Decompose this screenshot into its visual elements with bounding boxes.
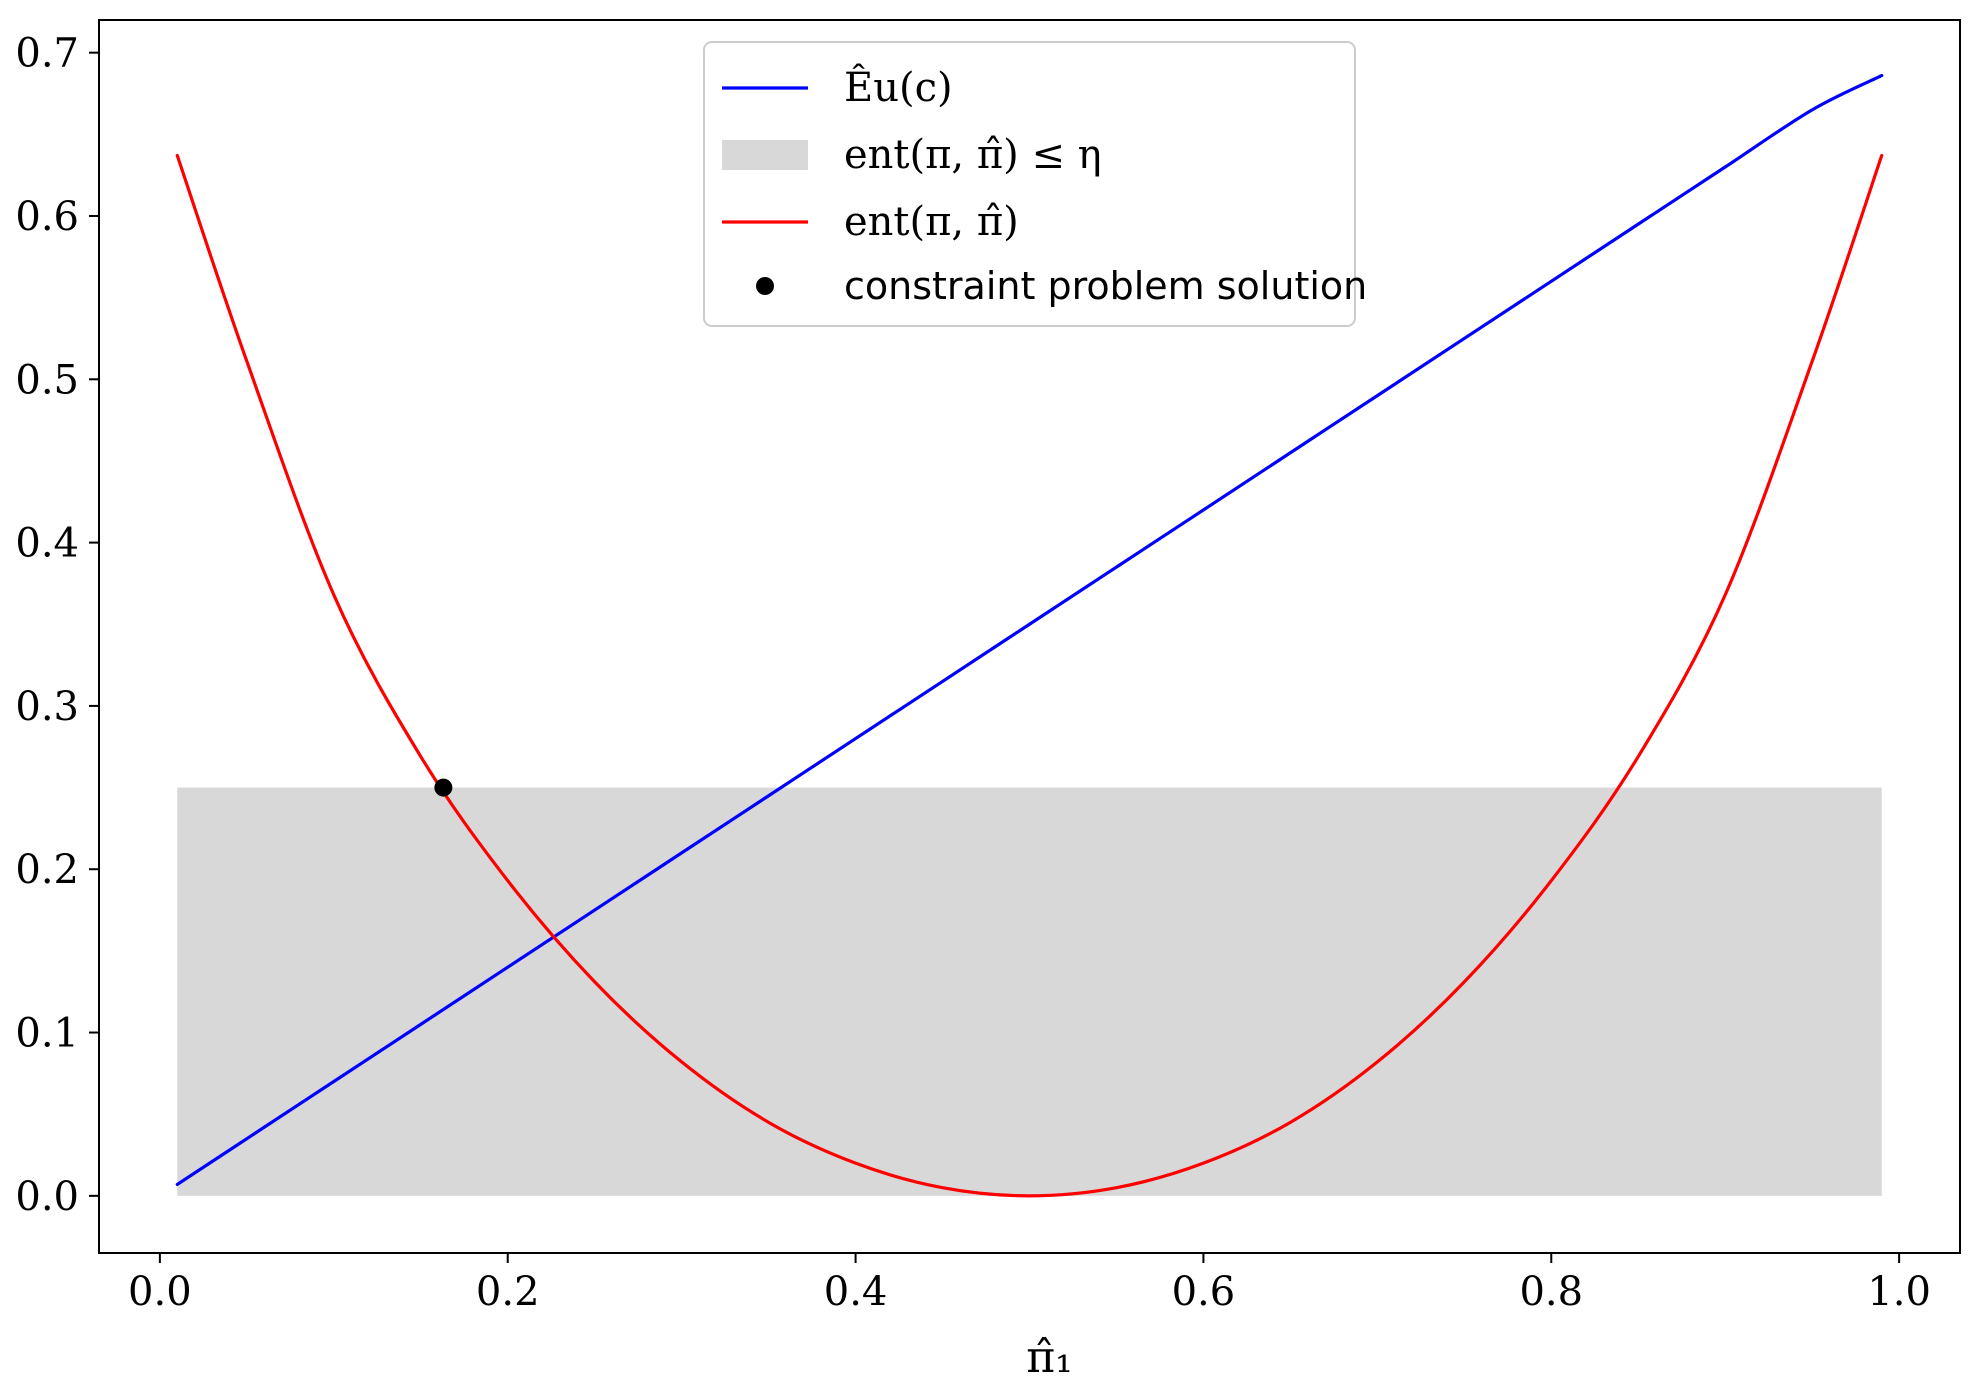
y-tick-label: 0.4 (15, 521, 79, 567)
x-tick-label: 0.6 (1172, 1269, 1236, 1315)
legend-marker-swatch (756, 277, 774, 295)
x-tick-label: 0.4 (824, 1269, 888, 1315)
x-tick-label: 1.0 (1867, 1269, 1931, 1315)
legend-entry-solution: constraint problem solution (756, 264, 1367, 308)
y-tick-label: 0.3 (15, 684, 79, 730)
y-tick-label: 0.5 (15, 357, 79, 403)
y-tick-label: 0.0 (15, 1174, 79, 1220)
legend: Êu(c) ent(π, π̂) ≤ η ent(π, π̂) constraint … (704, 42, 1367, 326)
x-axis-label: π̂₁ (1026, 1332, 1073, 1383)
constraint-band (177, 788, 1881, 1196)
x-tick-label: 0.8 (1519, 1269, 1583, 1315)
x-tick-label: 0.2 (476, 1269, 540, 1315)
legend-label: constraint problem solution (844, 264, 1367, 308)
y-tick-label: 0.2 (15, 847, 79, 893)
solution-point (434, 779, 452, 797)
legend-label: ent(π, π̂) (844, 199, 1019, 245)
legend-label: Êu(c) (844, 64, 953, 111)
x-tick-label: 0.0 (128, 1269, 192, 1315)
y-tick-label: 0.1 (15, 1011, 79, 1057)
legend-label: ent(π, π̂) ≤ η (844, 132, 1102, 178)
y-tick-label: 0.6 (15, 194, 79, 240)
y-tick-label: 0.7 (15, 31, 79, 77)
legend-patch-swatch (722, 140, 808, 170)
